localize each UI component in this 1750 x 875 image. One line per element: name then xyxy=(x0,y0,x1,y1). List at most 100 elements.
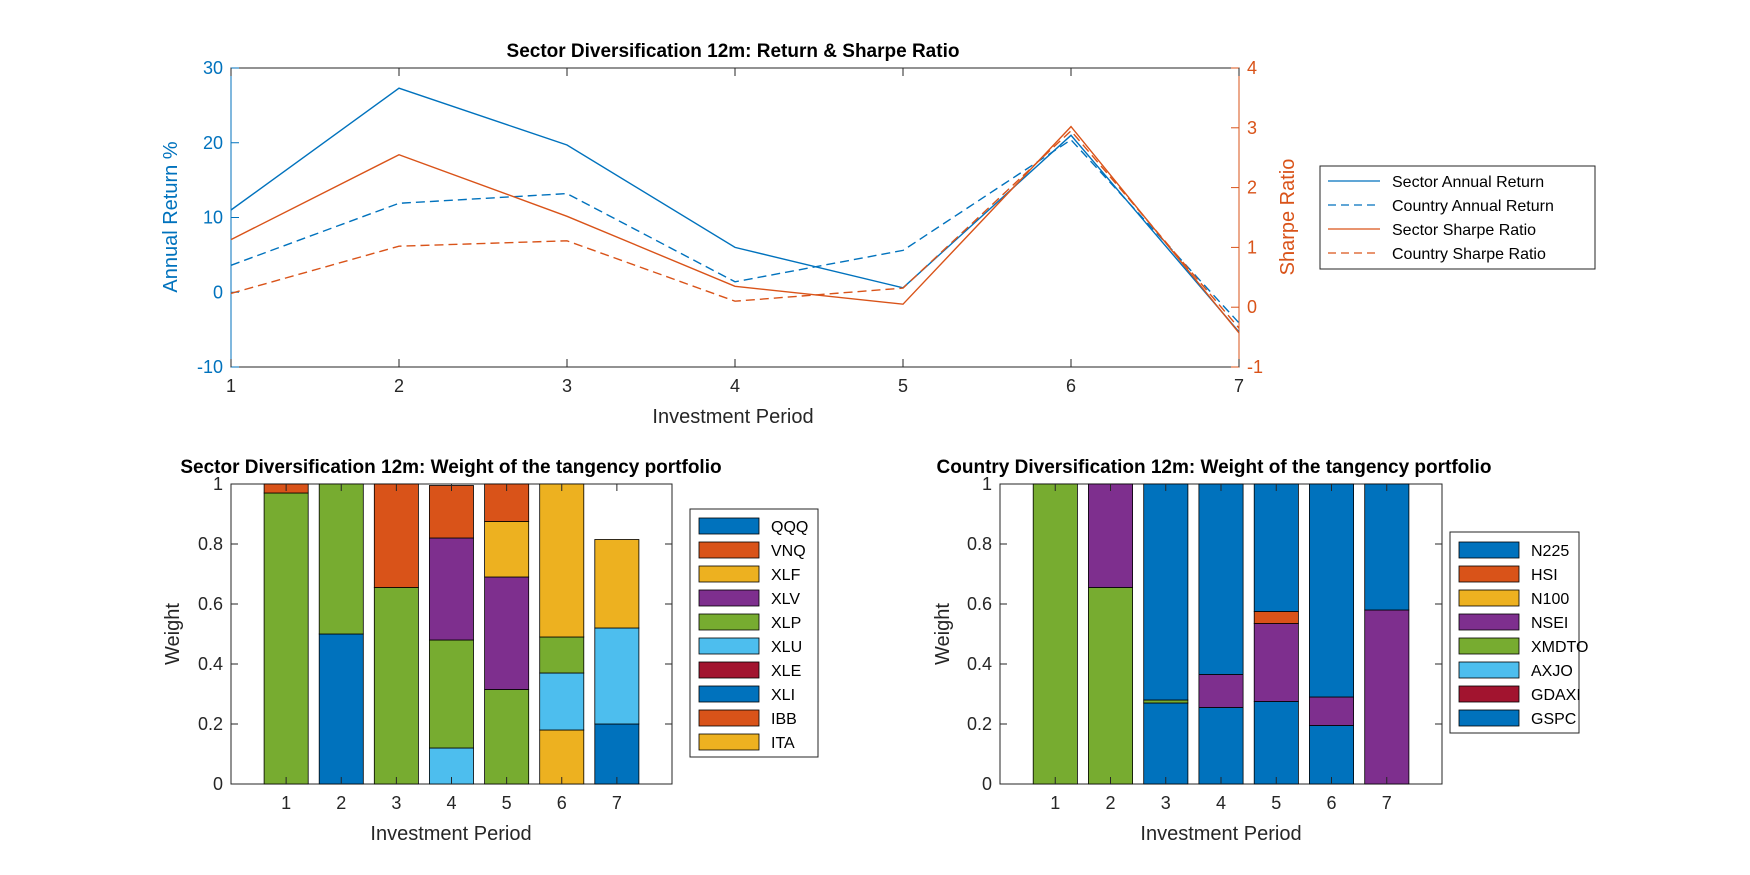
sector-legend-label-xli: XLI xyxy=(771,687,795,704)
sector-y-tick-label: 0.8 xyxy=(198,534,223,554)
country-bar-xmdto-period-3 xyxy=(1143,699,1189,704)
sector-legend-label-xlf: XLF xyxy=(771,567,801,584)
country-legend-label-gspc: GSPC xyxy=(1531,711,1576,728)
return-sharpe-line-chart: Sector Diversification 12m: Return & Sha… xyxy=(160,41,1596,428)
country-legend-label-n100: N100 xyxy=(1531,591,1569,608)
legend-label-sector-annual-return: Sector Annual Return xyxy=(1392,174,1544,191)
country-legend-label-n225: N225 xyxy=(1531,543,1569,560)
country-legend-label-xmdto: XMDTO xyxy=(1531,639,1588,656)
sector-bar-xlp-period-3 xyxy=(373,587,419,785)
sector-weights-chart-title: Sector Diversification 12m: Weight of th… xyxy=(180,457,721,478)
sector-bar-xlf-period-6 xyxy=(539,483,585,638)
country-x-tick-label: 1 xyxy=(1050,793,1060,813)
sector-bar-xlf-period-7 xyxy=(594,539,640,629)
sector-bar-xlu-period-7 xyxy=(594,627,640,725)
sector-legend-swatch-vnq xyxy=(698,541,760,559)
left-y-tick-label: 30 xyxy=(203,58,223,78)
sector-legend-swatch-qqq xyxy=(698,517,760,535)
country-bar-hsi-period-5 xyxy=(1253,611,1299,624)
top-x-tick-label: 6 xyxy=(1066,376,1076,396)
sector-legend-label-xlv: XLV xyxy=(771,591,800,608)
sector-bar-xlp-period-5 xyxy=(484,689,530,785)
country-bar-n225-period-3 xyxy=(1143,483,1189,701)
country-weights-y-axis-label: Weight xyxy=(932,603,954,665)
left-y-tick-label: 10 xyxy=(203,208,223,228)
country-legend-label-hsi: HSI xyxy=(1531,567,1558,584)
sector-weights-y-axis-label: Weight xyxy=(162,603,184,665)
legend-label-country-annual-return: Country Annual Return xyxy=(1392,198,1554,215)
sector-x-tick-label: 1 xyxy=(281,793,291,813)
country-legend-swatch-hsi xyxy=(1458,565,1520,583)
country-x-tick-label: 4 xyxy=(1216,793,1226,813)
right-y-tick-label: 3 xyxy=(1247,118,1257,138)
top-x-tick-label: 1 xyxy=(226,376,236,396)
sector-legend-swatch-xlu xyxy=(698,637,760,655)
sector-x-tick-label: 3 xyxy=(391,793,401,813)
sector-legend-swatch-xlf xyxy=(698,565,760,583)
country-x-tick-label: 2 xyxy=(1105,793,1115,813)
sector-x-tick-label: 4 xyxy=(446,793,456,813)
top-chart-legend: Sector Annual Return Country Annual Retu… xyxy=(1319,165,1596,270)
top-chart-right-y-axis-label: Sharpe Ratio xyxy=(1277,159,1299,276)
right-y-tick-label: 0 xyxy=(1247,297,1257,317)
country-legend-swatch-gdaxi xyxy=(1458,685,1520,703)
country-bar-n225-period-6 xyxy=(1309,483,1355,698)
top-chart-legend-box xyxy=(1319,165,1596,270)
legend-label-country-sharpe-ratio: Country Sharpe Ratio xyxy=(1392,246,1546,263)
sector-x-tick-label: 6 xyxy=(557,793,567,813)
country-x-tick-label: 3 xyxy=(1161,793,1171,813)
left-y-tick-label: 0 xyxy=(213,282,223,302)
sector-bar-xlp-period-1 xyxy=(263,492,309,785)
series-line-country-annual-return xyxy=(230,138,1240,324)
country-bar-nsei-period-5 xyxy=(1253,623,1299,702)
right-y-tick-label: 1 xyxy=(1247,237,1257,257)
country-legend-swatch-nsei xyxy=(1458,613,1520,631)
country-bar-gspc-period-5 xyxy=(1253,701,1299,785)
sector-bar-xli-period-2 xyxy=(318,633,364,785)
country-bar-nsei-period-2 xyxy=(1088,483,1134,588)
sector-bar-vnq-period-3 xyxy=(373,483,419,588)
series-line-sector-sharpe-ratio xyxy=(230,125,1240,334)
sector-weights-stacked-bar-chart: Sector Diversification 12m: Weight of th… xyxy=(162,457,819,845)
sector-bar-xlp-period-4 xyxy=(428,639,474,749)
top-chart-title: Sector Diversification 12m: Return & Sha… xyxy=(507,41,960,62)
sector-x-tick-label: 5 xyxy=(502,793,512,813)
sector-bar-xlv-period-5 xyxy=(484,576,530,690)
country-legend-swatch-n225 xyxy=(1458,541,1520,559)
country-bar-gspc-period-4 xyxy=(1198,707,1244,785)
sector-legend-swatch-ita xyxy=(698,733,760,751)
country-legend-label-nsei: NSEI xyxy=(1531,615,1568,632)
right-y-tick-label: -1 xyxy=(1247,357,1263,377)
series-line-country-sharpe-ratio xyxy=(230,129,1240,329)
country-bar-n225-period-4 xyxy=(1198,483,1244,675)
sector-bar-xli-period-7 xyxy=(594,723,640,785)
sector-x-tick-label: 7 xyxy=(612,793,622,813)
sector-legend-label-vnq: VNQ xyxy=(771,543,806,560)
sector-y-tick-label: 0.6 xyxy=(198,594,223,614)
country-y-tick-label: 0.2 xyxy=(967,714,992,734)
top-x-tick-label: 2 xyxy=(394,376,404,396)
sector-y-tick-label: 0 xyxy=(213,774,223,794)
sector-bar-xlp-period-6 xyxy=(539,636,585,674)
sector-bar-xlp-period-2 xyxy=(318,483,364,635)
top-x-tick-label: 7 xyxy=(1234,376,1244,396)
top-chart-left-y-axis-label: Annual Return % xyxy=(160,141,182,292)
legend-label-sector-sharpe-ratio: Sector Sharpe Ratio xyxy=(1392,222,1536,239)
sector-y-tick-label: 0.4 xyxy=(198,654,223,674)
country-bar-nsei-period-6 xyxy=(1309,696,1355,726)
sector-y-tick-label: 0.2 xyxy=(198,714,223,734)
top-x-tick-label: 5 xyxy=(898,376,908,396)
country-weights-stacked-bar-chart: Country Diversification 12m: Weight of t… xyxy=(932,457,1588,845)
country-bar-xmdto-period-1 xyxy=(1032,483,1078,785)
country-x-tick-label: 5 xyxy=(1271,793,1281,813)
sector-bar-xlv-period-4 xyxy=(428,537,474,641)
sector-weights-x-axis-label: Investment Period xyxy=(370,823,531,845)
sector-legend-label-xle: XLE xyxy=(771,663,801,680)
right-y-tick-label: 4 xyxy=(1247,58,1257,78)
sector-legend-swatch-ibb xyxy=(698,709,760,727)
country-bar-xmdto-period-2 xyxy=(1088,587,1134,785)
series-line-sector-annual-return xyxy=(230,87,1240,333)
country-bar-n225-period-5 xyxy=(1253,483,1299,612)
